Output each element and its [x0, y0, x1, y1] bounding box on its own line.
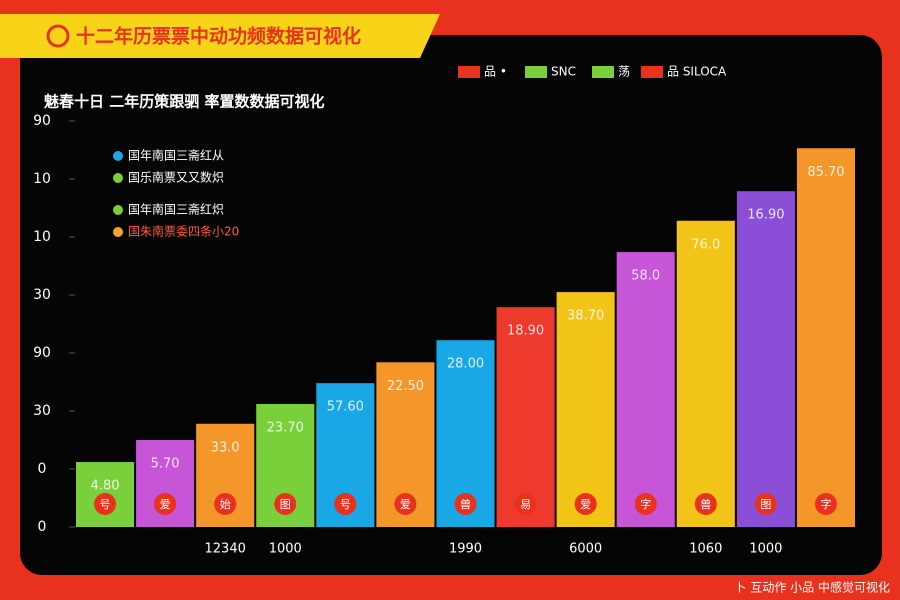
- value-label: 22.50: [387, 379, 424, 394]
- badge: [514, 493, 537, 515]
- value-label: 23.70: [267, 421, 304, 436]
- title-banner: [0, 14, 440, 58]
- x-tick-label: 1000: [749, 542, 782, 557]
- value-label: 16.90: [747, 208, 784, 223]
- badge-label: 爱: [580, 498, 591, 511]
- bar: [616, 252, 675, 527]
- badge: [274, 493, 297, 515]
- key-swatch: [592, 66, 614, 78]
- badge-label: 始: [220, 497, 231, 511]
- badge: [394, 493, 417, 515]
- y-tick-label: 10: [33, 229, 51, 245]
- y-tick-label: 0: [38, 519, 47, 535]
- key-label: 品 •: [484, 65, 507, 79]
- footer: 卜 互动作 小品 中感觉可视化: [735, 580, 890, 595]
- subtitle: 魅春十日 二年历策跟驷 率置数数据可视化: [44, 93, 324, 111]
- note-dot: [113, 227, 123, 237]
- badge-label: 号: [100, 498, 111, 511]
- key-label: SNC: [551, 65, 576, 79]
- note-dot: [113, 151, 123, 161]
- badge-label: 兽: [700, 497, 711, 511]
- badge-label: 字: [640, 497, 651, 511]
- key-swatch: [641, 66, 663, 78]
- badge-label: 爱: [160, 498, 171, 511]
- badge: [694, 493, 717, 515]
- title-icon: [46, 24, 70, 48]
- key-label: 荡: [618, 65, 630, 79]
- y-tick-label: 30: [33, 403, 51, 419]
- y-tick-label: 0: [38, 461, 47, 477]
- key-label: 品 SILOCA: [667, 65, 727, 79]
- x-tick-label: 1000: [269, 542, 302, 557]
- y-tick-label: 90: [33, 113, 51, 129]
- value-label: 28.00: [447, 357, 484, 372]
- key-swatch: [458, 66, 480, 78]
- badge-label: 爱: [400, 498, 411, 511]
- chart-title: 十二年历票票中动功频数据可视化: [76, 25, 361, 48]
- y-tick-label: 90: [33, 345, 51, 361]
- note-label: 国朱南票委四条小20: [128, 224, 239, 239]
- note-label: 国年南国三斋红从: [128, 148, 224, 163]
- value-label: 38.70: [567, 309, 604, 324]
- bar: [676, 220, 735, 527]
- y-tick-label: 30: [33, 287, 51, 303]
- bar: [496, 307, 555, 527]
- badge: [574, 493, 597, 515]
- bar: [796, 148, 855, 527]
- x-tick-label: 1990: [449, 542, 482, 557]
- x-tick-label: 1060: [689, 542, 722, 557]
- badge-label: 图: [280, 498, 291, 511]
- badge-label: 易: [520, 498, 531, 511]
- badge: [454, 493, 477, 515]
- badge-label: 图: [760, 498, 771, 511]
- value-label: 5.70: [151, 457, 180, 472]
- badge: [814, 493, 837, 515]
- value-label: 33.0: [211, 440, 240, 455]
- note-dot: [113, 205, 123, 215]
- badge-label: 号: [340, 498, 351, 511]
- bar: [736, 191, 795, 527]
- y-tick-label: 10: [33, 171, 51, 187]
- value-label: 58.0: [631, 269, 660, 284]
- badge: [334, 493, 357, 515]
- value-label: 85.70: [807, 165, 844, 180]
- note-dot: [113, 173, 123, 183]
- value-label: 4.80: [91, 479, 120, 494]
- badge: [94, 493, 117, 515]
- badge: [154, 493, 177, 515]
- bar: [556, 292, 615, 527]
- badge: [214, 493, 237, 515]
- badge-label: 字: [820, 497, 831, 511]
- value-label: 18.90: [507, 324, 544, 339]
- badge: [634, 493, 657, 515]
- badge-label: 兽: [460, 497, 471, 511]
- note-label: 国年南国三斋红炽: [128, 202, 224, 217]
- x-tick-label: 12340: [205, 542, 246, 557]
- x-tick-label: 6000: [569, 542, 602, 557]
- key-swatch: [525, 66, 547, 78]
- value-label: 57.60: [327, 400, 364, 415]
- badge: [754, 493, 777, 515]
- note-label: 国乐南票又又数炽: [128, 170, 224, 185]
- value-label: 76.0: [691, 237, 720, 252]
